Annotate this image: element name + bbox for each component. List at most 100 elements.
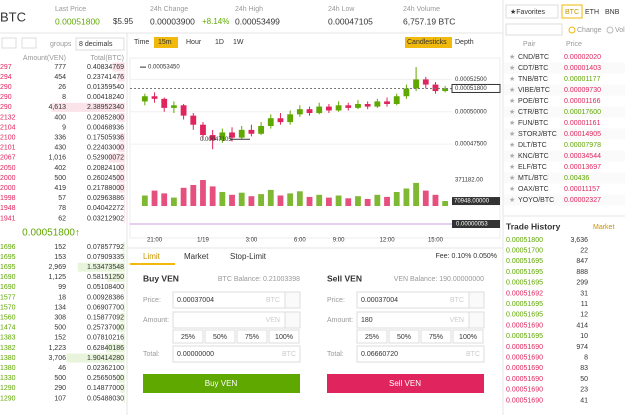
stepper[interactable]	[468, 291, 485, 309]
pair[interactable]: STORJ/BTC	[518, 131, 557, 138]
button-label[interactable]: Sell VEN	[389, 379, 421, 388]
volume-tag	[452, 197, 500, 206]
toggle[interactable]: Change	[577, 27, 602, 34]
percent-button[interactable]	[388, 329, 420, 344]
percent-button[interactable]	[452, 329, 484, 344]
volume-bar	[384, 196, 390, 206]
pair[interactable]: CTR/BTC	[518, 109, 548, 116]
market-tab[interactable]: BNB	[605, 9, 620, 16]
pair-price: 0.00014905	[564, 131, 601, 138]
button-label[interactable]: Buy VEN	[205, 379, 238, 388]
pair[interactable]: POE/BTC	[518, 98, 549, 105]
submit-button[interactable]	[143, 374, 300, 393]
percent-button[interactable]	[172, 329, 204, 344]
active-interval[interactable]	[154, 37, 178, 48]
pair[interactable]: YOYO/BTC	[518, 197, 554, 204]
volume-bar	[364, 199, 371, 206]
candle-body	[200, 124, 206, 136]
trade-amount: 22	[580, 248, 588, 255]
interval[interactable]: 1W	[233, 39, 244, 46]
book-total: 0.07810216	[87, 335, 124, 342]
percent-button[interactable]	[356, 329, 388, 344]
pair[interactable]: CDT/BTC	[518, 65, 548, 72]
book-price: 2104	[0, 124, 16, 131]
chart-mode[interactable]: Candlesticks	[407, 39, 447, 46]
book-price: 290	[0, 104, 12, 111]
pair[interactable]: ELF/BTC	[518, 164, 547, 171]
balance: BTC Balance: 0.21003398	[218, 276, 300, 283]
pair[interactable]: FUN/BTC	[518, 120, 548, 127]
radio[interactable]	[606, 26, 614, 34]
percent[interactable]: 100%	[459, 334, 477, 341]
toggle[interactable]: Volume	[615, 27, 625, 34]
percent[interactable]: 25%	[365, 334, 379, 341]
depth-bar	[118, 183, 125, 193]
active-mode[interactable]	[405, 37, 452, 48]
unit: BTC	[282, 351, 296, 358]
decimals[interactable]: 8 decimals	[79, 41, 113, 48]
active-market[interactable]	[561, 4, 583, 19]
input[interactable]	[356, 345, 485, 363]
decimals-select[interactable]	[75, 37, 125, 51]
input[interactable]	[172, 345, 301, 363]
total-input[interactable]: 0.06660720	[361, 351, 398, 358]
favorites-tab[interactable]	[505, 4, 559, 19]
book-amount: 78	[58, 205, 66, 212]
book-price: 2067	[0, 155, 16, 162]
percent[interactable]: 75%	[245, 334, 259, 341]
x-tick-label: 1/19	[197, 238, 209, 244]
interval[interactable]: 15m	[158, 39, 172, 46]
submit-button[interactable]	[327, 374, 484, 393]
market-tab[interactable]: ETH	[585, 9, 599, 16]
form-tab[interactable]: Market	[184, 252, 209, 261]
interval[interactable]: 1D	[215, 39, 224, 46]
form-tab[interactable]: Limit	[143, 252, 161, 261]
row-bg	[504, 128, 625, 140]
candle-body	[180, 105, 187, 116]
candle-body	[413, 79, 419, 89]
star: ★	[509, 97, 515, 105]
pair[interactable]: OAX/BTC	[518, 186, 549, 193]
favorites[interactable]: ★Favorites	[510, 8, 546, 16]
pair[interactable]: MTL/BTC	[518, 175, 548, 182]
percent[interactable]: 25%	[181, 334, 195, 341]
percent[interactable]: 75%	[429, 334, 443, 341]
interval[interactable]: Hour	[186, 39, 202, 46]
percent[interactable]: 50%	[397, 334, 411, 341]
pair[interactable]: KNC/BTC	[518, 153, 549, 160]
search[interactable]	[505, 23, 563, 36]
chart-mode[interactable]: Depth	[455, 39, 474, 46]
trade-tab[interactable]: Market	[593, 224, 614, 231]
amount-input[interactable]: 180	[361, 317, 373, 324]
form-tab[interactable]: Stop-Limit	[230, 252, 267, 261]
pair[interactable]: DLT/BTC	[518, 142, 547, 149]
pair[interactable]: CND/BTC	[518, 54, 549, 61]
star: ★	[509, 53, 515, 61]
price-input[interactable]: 0.00037004	[177, 297, 214, 304]
book-price: 1382	[0, 345, 16, 352]
candle-body	[141, 96, 148, 102]
pair-title: BTC	[0, 9, 26, 24]
radio[interactable]	[568, 26, 576, 34]
stepper[interactable]	[468, 311, 485, 329]
percent[interactable]: 50%	[213, 334, 227, 341]
stat-label: 24h Low	[328, 6, 355, 13]
market-tab[interactable]: BTC	[565, 9, 579, 16]
pair[interactable]: TNB/BTC	[518, 76, 548, 83]
total-input[interactable]: 0.00000000	[177, 351, 214, 358]
price-input[interactable]: 0.00037004	[361, 297, 398, 304]
view-toggle[interactable]	[1, 37, 17, 49]
view-toggle[interactable]	[21, 37, 37, 49]
unit: VEN	[450, 317, 464, 324]
stepper[interactable]	[284, 291, 301, 309]
percent-button[interactable]	[268, 329, 300, 344]
volume-bar	[171, 197, 177, 206]
book-amount: 57	[58, 195, 66, 202]
percent-button[interactable]	[420, 329, 452, 344]
pair[interactable]: VIBE/BTC	[518, 87, 550, 94]
percent[interactable]: 100%	[275, 334, 293, 341]
book-price: 1383	[0, 335, 16, 342]
percent-button[interactable]	[236, 329, 268, 344]
percent-button[interactable]	[204, 329, 236, 344]
stepper[interactable]	[284, 311, 301, 329]
